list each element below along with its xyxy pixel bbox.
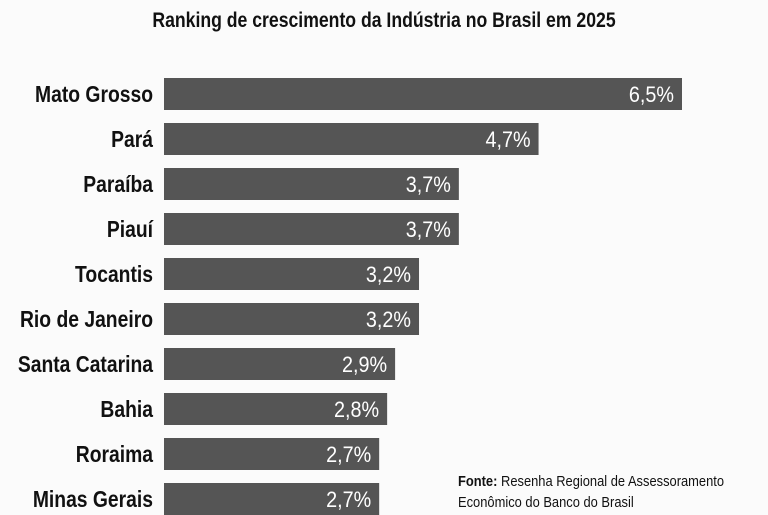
bar [164, 303, 420, 335]
data-label: 3,2% [366, 263, 411, 287]
data-label: 2,7% [326, 443, 371, 467]
category-label: Bahia [100, 398, 153, 423]
category-label: Tocantis [75, 263, 153, 288]
source-line2: Econômico do Banco do Brasil [458, 494, 634, 511]
bar [164, 123, 539, 155]
category-label: Paraíba [83, 173, 153, 198]
bar [164, 78, 682, 110]
data-label: 6,5% [629, 83, 674, 107]
bar [164, 258, 420, 290]
bar [164, 483, 380, 515]
category-label: Minas Gerais [33, 488, 153, 513]
chart-title: Ranking de crescimento da Indústria no B… [152, 9, 615, 33]
bar [164, 168, 459, 200]
source-note: Fonte: Resenha Regional de Assessorament… [458, 471, 724, 513]
data-label: 2,9% [342, 353, 387, 377]
bar [164, 393, 388, 425]
category-label: Roraima [76, 443, 153, 468]
data-label: 2,8% [334, 398, 379, 422]
bar [164, 213, 459, 245]
data-label: 2,7% [326, 488, 371, 512]
category-label: Rio de Janeiro [20, 308, 153, 333]
source-label: Fonte: [458, 473, 498, 490]
data-label: 3,7% [406, 173, 451, 197]
category-label: Mato Grosso [35, 83, 153, 108]
category-label: Piauí [107, 218, 154, 243]
category-label: Pará [111, 128, 153, 153]
source-line1: Resenha Regional de Assessoramento [501, 473, 725, 490]
data-label: 3,7% [406, 218, 451, 242]
category-label: Santa Catarina [18, 353, 153, 378]
bar [164, 348, 396, 380]
data-label: 4,7% [485, 128, 530, 152]
bar [164, 438, 380, 470]
data-label: 3,2% [366, 308, 411, 332]
